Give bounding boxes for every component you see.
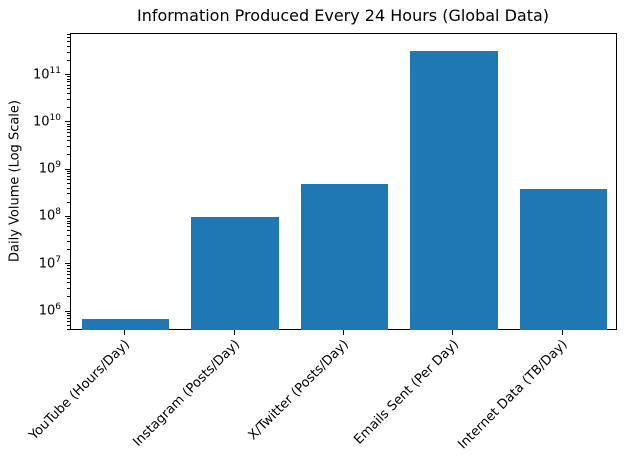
y-minor-tick (67, 296, 70, 298)
y-minor-tick (67, 146, 70, 148)
x-tick (124, 330, 126, 335)
y-minor-tick (67, 51, 70, 53)
y-minor-tick (67, 321, 70, 323)
y-minor-tick (67, 34, 70, 36)
x-tick-label: Internet Data (TB/Day) (455, 337, 571, 453)
bar-1 (191, 217, 279, 330)
y-minor-tick (67, 315, 70, 317)
bar-3 (410, 50, 498, 330)
y-minor-tick (67, 92, 70, 94)
y-minor-tick (67, 193, 70, 195)
y-minor-tick (67, 128, 70, 130)
y-minor-tick (67, 76, 70, 78)
bar-0 (81, 318, 170, 330)
y-minor-tick (67, 37, 70, 39)
chart-title: Information Produced Every 24 Hours (Glo… (136, 6, 550, 25)
y-minor-tick (67, 329, 70, 331)
y-tick-label: 107 (38, 254, 61, 272)
bar-2 (300, 184, 389, 330)
y-tick-label: 106 (38, 302, 61, 319)
y-minor-tick (67, 173, 70, 175)
y-minor-tick (67, 201, 70, 203)
y-major-tick (65, 263, 70, 265)
y-major-tick (65, 168, 70, 170)
y-minor-tick (67, 98, 70, 100)
y-minor-tick (67, 234, 70, 236)
y-major-tick (65, 74, 70, 76)
x-tick-label: Emails Sent (Per Day) (350, 337, 462, 448)
y-tick-label: 1010 (33, 113, 61, 130)
y-axis-label: Daily Volume (Log Scale) (7, 100, 23, 262)
y-minor-tick (67, 123, 70, 125)
x-tick (561, 330, 563, 335)
y-minor-tick (67, 170, 70, 172)
y-tick-label: 109 (38, 160, 61, 177)
y-minor-tick (67, 226, 70, 228)
y-major-tick (65, 215, 70, 217)
y-minor-tick (67, 140, 70, 142)
y-tick-label: 108 (38, 207, 61, 224)
y-minor-tick (67, 288, 70, 290)
x-tick (343, 330, 344, 335)
y-minor-tick (67, 182, 70, 184)
y-minor-tick (67, 277, 70, 279)
y-minor-tick (67, 218, 70, 220)
y-minor-tick (67, 324, 70, 326)
y-minor-tick (67, 78, 70, 80)
x-tick-label: YouTube (Hours/Day) (27, 337, 134, 444)
y-minor-tick (67, 154, 70, 156)
y-minor-tick (67, 282, 70, 284)
x-tick-label: X/Twitter (Posts/Day) (245, 337, 353, 444)
y-minor-tick (67, 88, 70, 90)
y-minor-tick (67, 223, 70, 225)
y-minor-tick (67, 125, 70, 127)
y-minor-tick (67, 267, 70, 269)
y-tick-label: 1011 (33, 65, 61, 83)
y-minor-tick (67, 131, 70, 133)
y-minor-tick (67, 317, 70, 319)
y-minor-tick (67, 240, 70, 242)
y-minor-tick (67, 270, 70, 272)
y-major-tick (65, 310, 70, 312)
y-minor-tick (67, 84, 70, 86)
y-minor-tick (67, 220, 70, 222)
y-major-tick (65, 121, 70, 123)
y-minor-tick (67, 312, 70, 314)
y-minor-tick (67, 45, 70, 47)
y-minor-tick (67, 179, 70, 181)
y-minor-tick (67, 187, 70, 189)
y-minor-tick (67, 176, 70, 178)
y-minor-tick (67, 107, 70, 109)
x-tick (452, 330, 454, 335)
y-minor-tick (67, 135, 70, 137)
y-minor-tick (67, 41, 70, 43)
y-minor-tick (67, 249, 70, 251)
x-tick-label: Instagram (Posts/Day) (129, 337, 243, 450)
y-minor-tick (67, 230, 70, 232)
x-tick (233, 330, 235, 335)
plot-area (70, 33, 617, 330)
y-minor-tick (67, 265, 70, 267)
y-minor-tick (67, 59, 70, 61)
bar-4 (519, 189, 608, 330)
y-minor-tick (67, 273, 70, 275)
y-minor-tick (67, 81, 70, 83)
